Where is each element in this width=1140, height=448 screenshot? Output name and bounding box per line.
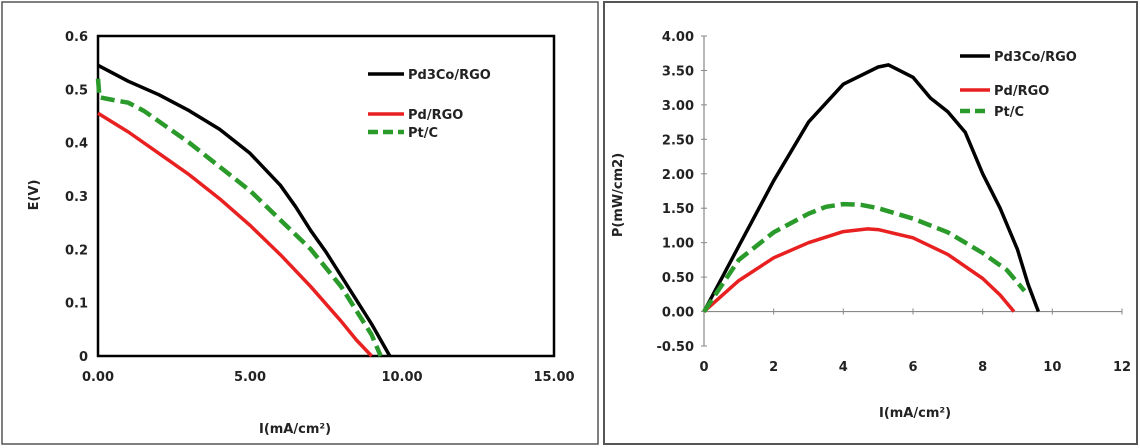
- y-tick-label: 2.00: [662, 168, 694, 183]
- chart-frame: [1, 1, 599, 445]
- y-tick-label: 0.1: [65, 297, 88, 312]
- y-tick-label: 1.50: [662, 202, 694, 217]
- chart-right-power: 0 2 4 6 8 10 12 -0.50 0.00 0.50 1.00 1.50 2.00 2.50 3.…: [603, 1, 1138, 445]
- y-tick-label: 0: [79, 350, 88, 365]
- y-tick-label: 0.4: [65, 137, 88, 152]
- legend: Pd3Co/RGO Pd/RGO Pt/C: [960, 50, 1077, 120]
- x-tick-label: 0: [699, 360, 708, 375]
- y-tick-label: 3.50: [662, 64, 694, 79]
- legend-label: Pd3Co/RGO: [408, 68, 491, 83]
- x-tick-label: 0.00: [82, 370, 114, 385]
- x-tick-label: 2: [769, 360, 778, 375]
- y-tick-label: 3.00: [662, 99, 694, 114]
- x-tick-label: 10.00: [381, 370, 422, 385]
- y-tick-label: 4.00: [662, 30, 694, 45]
- chart-left-ev: 0.00 5.00 10.00 15.00 0 0.1 0.2 0.3 0.4 0.5 0.6 Pd…: [1, 1, 599, 445]
- y-tick-label: 0.00: [662, 306, 694, 321]
- y-tick-label: 0.2: [65, 243, 88, 258]
- axis-ticks: 0 2 4 6 8 10 12 -0.50 0.00 0.50 1.00 1.50 2.00 2.50 3.…: [657, 30, 1132, 375]
- x-tick-label: 8: [978, 360, 987, 375]
- x-axis-label: I(mA/cm²): [879, 406, 951, 421]
- series-line-pt-c: [95, 78, 383, 357]
- axis-ticks: 0.00 5.00 10.00 15.00 0 0.1 0.2 0.3 0.4 0.5 0.6: [65, 30, 575, 385]
- y-tick-label: 0.3: [65, 190, 88, 205]
- y-axis-label: E(V): [27, 180, 42, 211]
- legend-label: Pd/RGO: [408, 108, 463, 123]
- series-lines: [95, 63, 392, 358]
- legend-label: Pd/RGO: [994, 84, 1049, 99]
- series-line-pd3co-rgo: [702, 63, 1041, 313]
- y-tick-label: 2.50: [662, 133, 694, 148]
- chart-frame: [603, 1, 1138, 445]
- x-tick-label: 12: [1113, 360, 1131, 375]
- y-axis-label: P(mW/cm2): [611, 153, 626, 237]
- x-tick-label: 10: [1043, 360, 1061, 375]
- x-tick-label: 6: [908, 360, 917, 375]
- y-tick-label: 1.00: [662, 237, 694, 252]
- legend: Pd3Co/RGO Pd/RGO Pt/C: [368, 68, 491, 141]
- y-tick-label: 0.6: [65, 30, 88, 45]
- series-line-pd3co-rgo: [97, 63, 392, 357]
- series-line-pd-rgo: [702, 227, 1016, 313]
- y-tick-label: 0.50: [662, 271, 694, 286]
- legend-label: Pt/C: [994, 105, 1024, 120]
- series-line-pd-rgo: [97, 111, 373, 358]
- x-axis-label: I(mA/cm²): [259, 422, 331, 437]
- x-tick-label: 15.00: [533, 370, 574, 385]
- legend-label: Pd3Co/RGO: [994, 50, 1077, 65]
- x-tick-label: 4: [839, 360, 848, 375]
- legend-label: Pt/C: [408, 126, 438, 141]
- x-tick-label: 5.00: [234, 370, 266, 385]
- series-lines: [702, 63, 1041, 313]
- series-line-pt-c: [702, 201, 1027, 313]
- plot-area: [96, 34, 556, 358]
- y-tick-label: 0.5: [65, 83, 88, 98]
- y-tick-label: -0.50: [657, 340, 694, 355]
